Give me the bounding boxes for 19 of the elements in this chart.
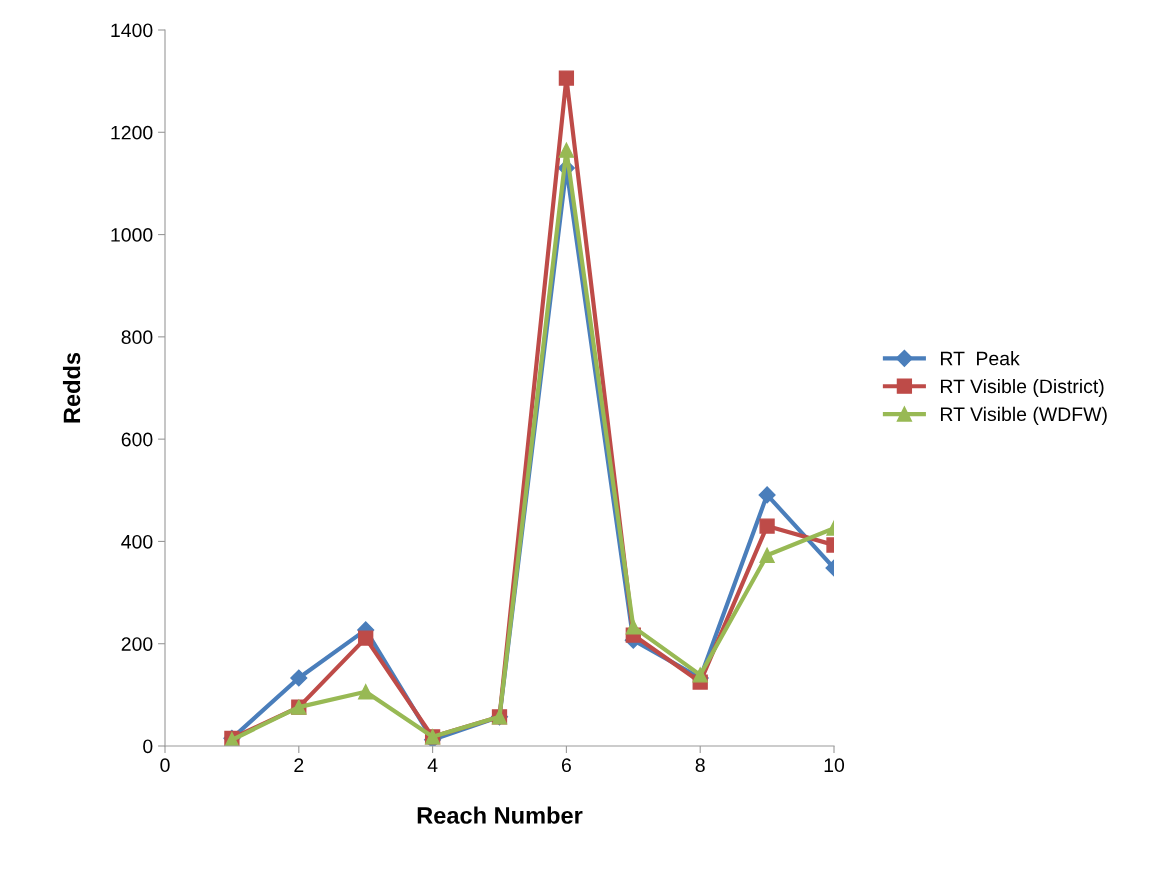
y-tick-label: 1000 bbox=[111, 228, 153, 242]
y-tick-label: 1200 bbox=[111, 125, 153, 140]
y-tick-label: 800 bbox=[121, 330, 153, 345]
y-tick-label: 200 bbox=[121, 637, 153, 651]
legend-label: RT Visible (District) bbox=[940, 378, 1104, 398]
x-axis-title: Reach Number bbox=[417, 806, 583, 824]
x-tick-label: 2 bbox=[294, 758, 304, 772]
y-tick-label: 0 bbox=[143, 739, 153, 754]
y-tick-label: 400 bbox=[121, 534, 153, 549]
y-axis-title: Redds bbox=[62, 352, 81, 423]
legend-label: RT Visible (WDFW) bbox=[940, 406, 1107, 425]
y-tick-label: 1400 bbox=[111, 23, 153, 38]
x-tick-label: 0 bbox=[160, 758, 170, 773]
y-tick-label: 600 bbox=[121, 432, 153, 447]
x-tick-label: 4 bbox=[427, 758, 438, 772]
x-tick-label: 8 bbox=[695, 758, 705, 773]
legend-label: RT Peak bbox=[940, 351, 1020, 366]
x-tick-label: 10 bbox=[824, 758, 845, 773]
x-tick-label: 6 bbox=[561, 758, 571, 773]
